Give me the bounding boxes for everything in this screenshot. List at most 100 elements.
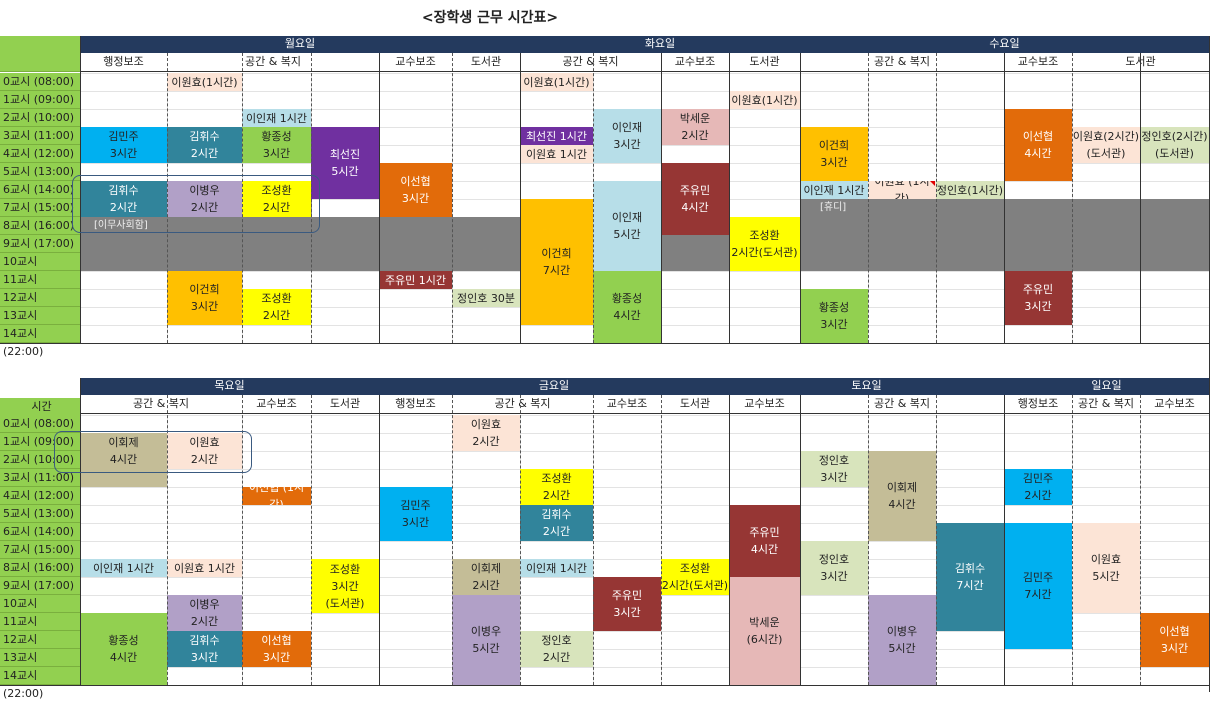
role-header: 교수보조 xyxy=(242,395,311,414)
gridline-row xyxy=(80,73,1209,74)
shift-block[interactable]: 이인재 3시간 xyxy=(593,109,661,163)
shift-block[interactable]: 김민주 2시간 xyxy=(1004,469,1072,505)
shift-block[interactable]: 김휘수 2시간 xyxy=(167,127,242,163)
column-separator xyxy=(167,53,168,343)
role-header: 도서관 xyxy=(729,53,800,72)
column-separator xyxy=(311,53,312,343)
shift-block[interactable]: 이병우 2시간 xyxy=(167,181,242,217)
shift-block[interactable]: 이원효(1시간) xyxy=(520,73,593,91)
day-separator xyxy=(661,53,662,343)
shift-block[interactable]: 이원효 (1시간) xyxy=(868,181,936,199)
day-header: 월요일 xyxy=(80,36,520,53)
shift-block[interactable]: 정인호(2시간) (도서관) xyxy=(1140,127,1209,163)
closed-note: [휴디] xyxy=(820,202,847,213)
shift-block[interactable]: 최선진 1시간 xyxy=(520,127,593,145)
day-separator xyxy=(800,53,801,343)
shift-block[interactable]: 조성환 2시간 xyxy=(242,289,311,325)
shift-block[interactable]: 이병우 5시간 xyxy=(868,595,936,685)
shift-block[interactable]: 이선협 4시간 xyxy=(1004,109,1072,181)
shift-block[interactable]: 조성환 3시간 (도서관) xyxy=(311,559,379,613)
shift-block[interactable]: 이원효(1시간) xyxy=(729,91,800,109)
shift-block[interactable]: 이선협 (1시간) xyxy=(242,487,311,505)
role-header: 교수보조 xyxy=(661,53,729,72)
shift-block[interactable]: 김휘수 7시간 xyxy=(936,523,1004,631)
time-label: 10교시 (18:00) xyxy=(0,253,80,286)
time-label: 9교시 (17:00) xyxy=(0,577,80,595)
shift-block[interactable]: 주유민 1시간 xyxy=(379,271,452,289)
shift-block[interactable]: 이원효 1시간 xyxy=(167,559,242,577)
shift-block[interactable]: 정인호 3시간 xyxy=(800,541,868,595)
shift-block[interactable]: 이건희 7시간 xyxy=(520,199,593,325)
shift-block[interactable]: 이원효 1시간 xyxy=(520,145,593,163)
shift-block[interactable]: 김민주 3시간 xyxy=(80,127,167,163)
shift-block[interactable]: 이원효 5시간 xyxy=(1072,523,1140,613)
time-label: 5교시 (13:00) xyxy=(0,163,80,181)
shift-block[interactable]: 이회제 4시간 xyxy=(868,451,936,541)
role-header: 도서관 xyxy=(311,395,379,414)
shift-block[interactable]: 이선협 3시간 xyxy=(379,163,452,217)
shift-block[interactable]: 이건희 3시간 xyxy=(167,271,242,325)
shift-block[interactable]: 주유민 4시간 xyxy=(661,163,729,235)
shift-block[interactable]: 김휘수 2시간 xyxy=(520,505,593,541)
section-bottom-border xyxy=(0,685,1209,686)
shift-block[interactable]: 김휘수 2시간 xyxy=(80,181,167,217)
shift-block[interactable]: 이회제 2시간 xyxy=(452,559,520,595)
shift-block[interactable]: 주유민 3시간 xyxy=(593,577,661,631)
role-header: 도서관 xyxy=(661,395,729,414)
shift-block[interactable]: 이인재 1시간 xyxy=(242,109,311,127)
shift-block[interactable]: 정인호(1시간) xyxy=(936,181,1004,199)
shift-block[interactable]: 정인호 30분 xyxy=(452,289,520,307)
shift-block[interactable]: 정인호 2시간 xyxy=(520,631,593,667)
gridline-row xyxy=(80,487,1209,488)
shift-block[interactable]: 조성환 2시간 xyxy=(242,181,311,217)
role-header: 공간 & 복지 xyxy=(800,395,1004,414)
shift-block[interactable]: 황종성 3시간 xyxy=(800,289,868,343)
column-separator xyxy=(936,53,937,343)
shift-block[interactable]: 이병우 5시간 xyxy=(452,595,520,685)
shift-block[interactable]: 이선협 3시간 xyxy=(1140,613,1209,667)
shift-block[interactable]: 이인재 1시간 xyxy=(80,559,167,577)
shift-block[interactable]: 황종성 4시간 xyxy=(593,271,661,343)
shift-block[interactable]: 이선협 3시간 xyxy=(242,631,311,667)
gridline-row xyxy=(80,523,1209,524)
shift-block[interactable]: 최선진 5시간 xyxy=(311,127,379,199)
shift-block[interactable]: 이인재 1시간 xyxy=(800,181,868,199)
shift-block[interactable]: 조성환 2시간(도서관) xyxy=(661,559,729,595)
column-separator xyxy=(593,53,594,343)
shift-block[interactable]: 이회제 4시간 xyxy=(80,433,167,469)
shift-block[interactable]: 김민주 3시간 xyxy=(379,487,452,541)
shift-block[interactable]: 이원효(1시간) xyxy=(167,73,242,91)
shift-block[interactable]: 이병우 2시간 xyxy=(167,595,242,631)
column-separator xyxy=(452,53,453,343)
role-header: 교수보조 xyxy=(1140,395,1209,414)
shift-block[interactable]: 정인호 3시간 xyxy=(800,451,868,487)
shift-block[interactable]: 이건희 3시간 xyxy=(800,127,868,181)
time-separator xyxy=(80,36,81,343)
shift-block[interactable]: 이원효 2시간 xyxy=(452,415,520,451)
time-label: 0교시 (08:00) xyxy=(0,415,80,433)
shift-block[interactable]: 황종성 3시간 xyxy=(242,127,311,163)
column-separator xyxy=(868,395,869,685)
shift-block[interactable]: 조성환 2시간 xyxy=(520,469,593,505)
shift-block[interactable]: 김휘수 3시간 xyxy=(167,631,242,667)
shift-block[interactable]: 주유민 3시간 xyxy=(1004,271,1072,325)
time-label: 10교시 (18:00) xyxy=(0,595,80,628)
shift-block[interactable]: 이인재 1시간 xyxy=(520,559,593,577)
shift-block[interactable]: 황종성 4시간 xyxy=(80,613,167,685)
shift-block[interactable]: 박세운 (6시간) xyxy=(729,577,800,685)
day-header: 목요일 xyxy=(80,378,379,395)
shift-block[interactable]: 박세운 2시간 xyxy=(661,109,729,145)
role-header: 교수보조 xyxy=(1004,53,1072,72)
closed-note: [이무사회함] xyxy=(94,220,148,231)
shift-block[interactable]: 주유민 4시간 xyxy=(729,505,800,577)
time-column-header xyxy=(0,36,80,72)
column-separator xyxy=(311,395,312,685)
shift-block[interactable]: 이원효 2시간 xyxy=(167,433,242,469)
role-header: 공간 & 복지 xyxy=(520,53,661,72)
role-header: 행정보조 xyxy=(379,395,452,414)
gridline-row xyxy=(80,631,1209,632)
shift-block[interactable]: 이원효(2시간) (도서관) xyxy=(1072,127,1140,163)
shift-block[interactable]: 이인재 5시간 xyxy=(593,181,661,271)
shift-block[interactable]: 김민주 7시간 xyxy=(1004,523,1072,649)
shift-block[interactable]: 조성환 2시간(도서관) xyxy=(729,217,800,271)
